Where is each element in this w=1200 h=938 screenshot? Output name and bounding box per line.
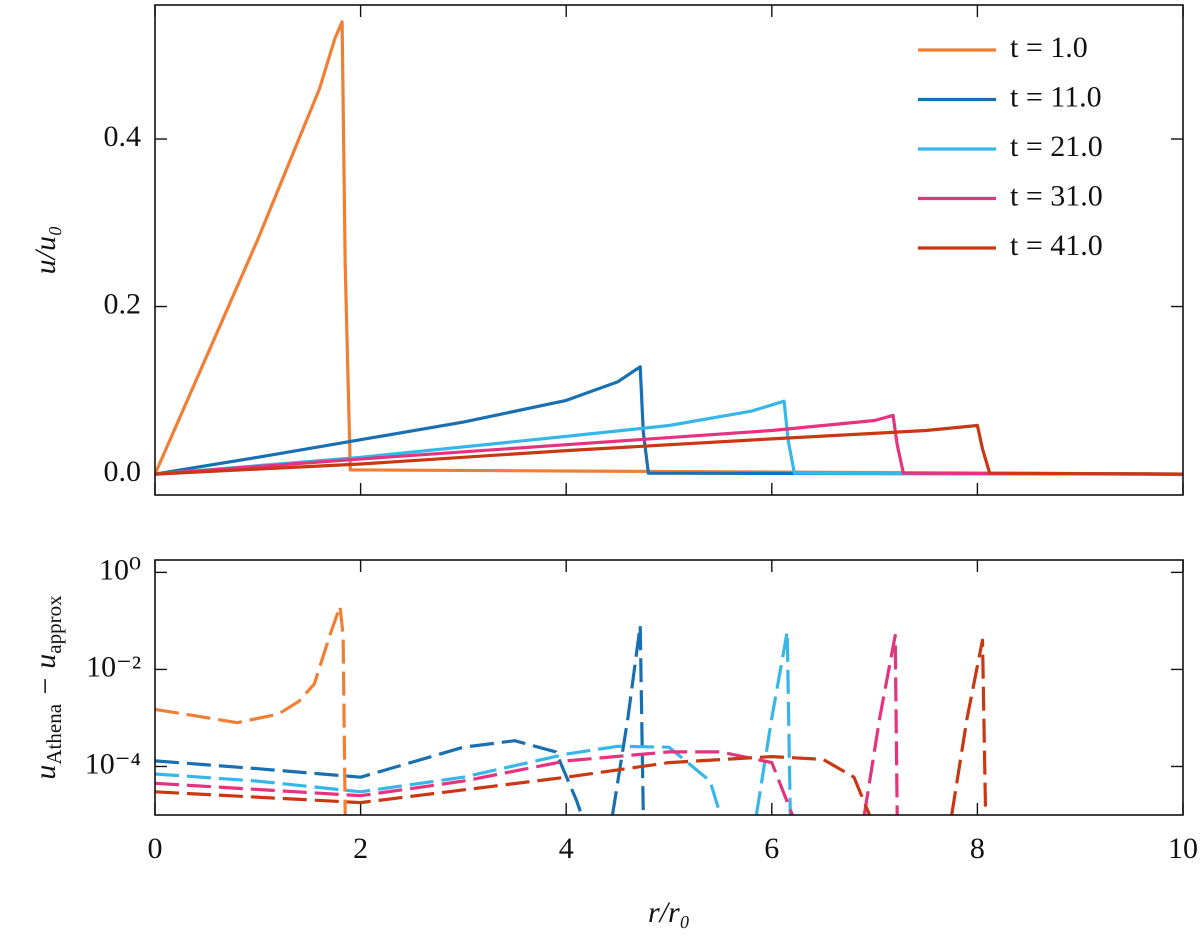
x-tick-label: 0 <box>148 832 163 865</box>
y-tick-label: 0.4 <box>104 120 142 153</box>
series-line <box>155 604 347 815</box>
y-axis-label-part: u <box>29 765 62 780</box>
y-axis-label: u/u₀ <box>29 226 62 275</box>
y-axis-label-part: − u <box>29 654 62 704</box>
legend-label: t = 11.0 <box>1010 80 1102 113</box>
series-line <box>155 630 792 815</box>
series-line <box>155 638 988 815</box>
x-tick-label: 8 <box>970 832 985 865</box>
y-tick-label: 0.2 <box>104 287 142 320</box>
y-tick-label: 10⁻² <box>86 650 141 683</box>
series-line <box>155 365 1183 476</box>
series-line <box>155 399 1183 476</box>
y-tick-label: 0.0 <box>104 455 142 488</box>
legend-label: t = 41.0 <box>1010 229 1103 262</box>
y-axis-label-part: approx <box>42 595 66 654</box>
x-axis-label: r/r₀ <box>648 896 690 929</box>
x-tick-label: 4 <box>559 832 574 865</box>
series-line <box>155 413 1183 476</box>
legend-label: t = 1.0 <box>1010 31 1088 64</box>
legend-label: t = 31.0 <box>1010 179 1103 212</box>
y-tick-label: 10⁰ <box>99 553 141 586</box>
plot-frame <box>154 4 1184 496</box>
series-line <box>155 20 1183 476</box>
series-line <box>155 633 899 815</box>
y-axis-label-part: Athena <box>42 703 66 764</box>
legend-label: t = 21.0 <box>1010 130 1103 163</box>
y-axis-label: uAthena − uapprox <box>29 595 66 780</box>
x-tick-label: 6 <box>764 832 779 865</box>
x-tick-label: 10 <box>1168 832 1198 865</box>
series-line <box>155 423 1183 476</box>
x-tick-label: 2 <box>353 832 368 865</box>
y-tick-label: 10⁻⁴ <box>85 747 141 780</box>
plot-frame <box>154 559 1184 816</box>
series-line <box>155 624 645 815</box>
